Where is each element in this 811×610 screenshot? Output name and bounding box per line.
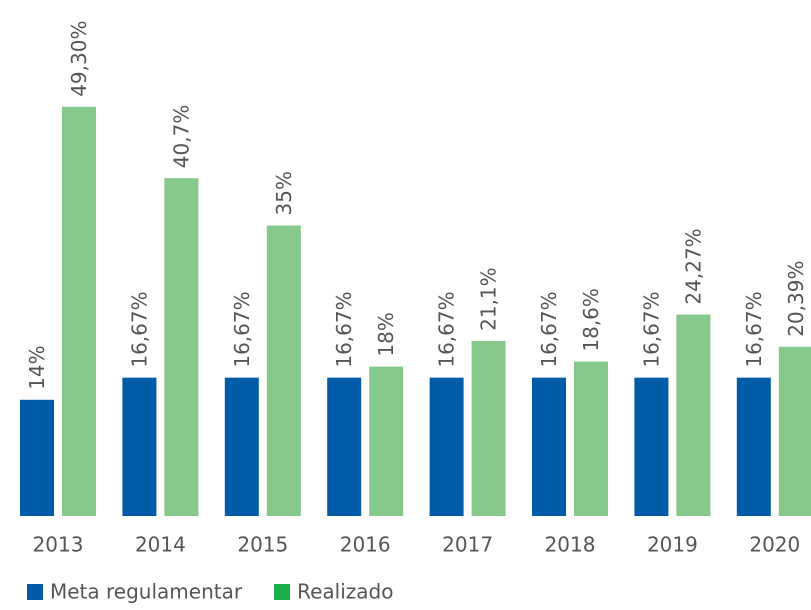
bar [20,399,54,516]
value-label: 16,67% [537,291,561,367]
value-label: 21,1% [477,267,501,331]
bar [574,361,608,516]
bar [634,377,669,516]
value-label: 24,27% [681,228,705,304]
value-label: 16,67% [435,291,459,367]
bar [327,377,362,516]
legend-swatch [274,584,291,600]
x-tick-label: 2020 [749,533,800,557]
x-tick-label: 2014 [135,533,186,557]
value-label: 16,67% [230,291,254,367]
legend-swatch [27,584,43,600]
bar [676,314,711,516]
x-tick-label: 2016 [340,533,391,557]
value-label: 14% [25,345,49,389]
legend-label: Realizado [297,580,393,604]
x-tick-label: 2015 [237,533,288,557]
bar [778,346,811,516]
bar [532,377,566,516]
bar [62,106,96,516]
bar [266,225,301,516]
bar [369,366,404,516]
x-tick-label: 2017 [442,533,493,557]
value-label: 40,7% [169,105,193,169]
x-tick-label: 2018 [545,533,596,557]
bar [471,340,506,516]
value-label: 16,67% [332,291,356,367]
x-tick-label: 2013 [33,533,84,557]
legend-label: Meta regulamentar [50,580,243,604]
x-tick-label: 2019 [647,533,698,557]
value-label: 20,39% [784,260,808,336]
bar [224,377,259,516]
bar [122,377,157,516]
value-label: 35% [272,171,296,215]
bar [736,377,771,516]
value-label: 16,67% [742,291,766,367]
value-label: 18,6% [579,288,603,352]
value-label: 16,67% [127,291,151,367]
value-label: 16,67% [639,291,663,367]
bar [429,377,464,516]
value-label: 49,30% [67,21,91,97]
bar [164,178,199,516]
value-label: 18% [374,312,398,356]
